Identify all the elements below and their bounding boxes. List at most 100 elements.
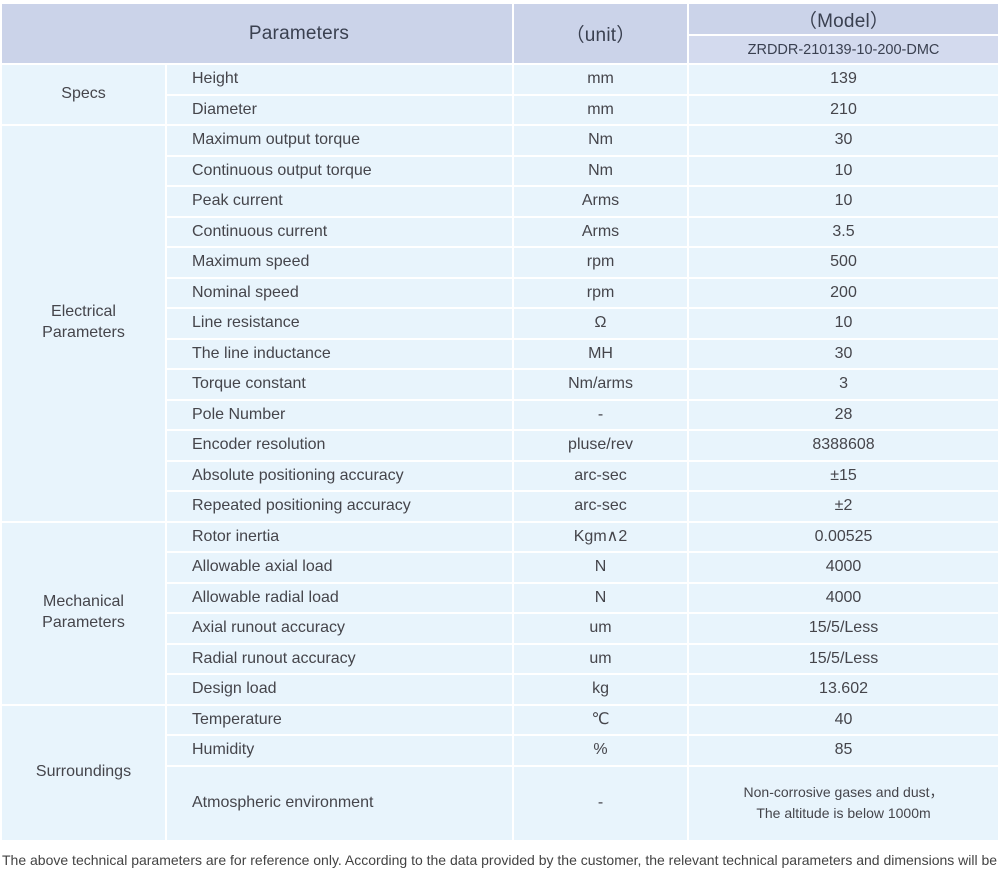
table-row: Allowable axial load N 4000 bbox=[2, 553, 999, 582]
param-cell: Line resistance bbox=[167, 309, 513, 338]
value-cell: ±15 bbox=[689, 461, 999, 490]
unit-cell: arc-sec bbox=[514, 461, 688, 490]
header-model-row: ZRDDR-210139-10-200-DMC bbox=[2, 36, 999, 63]
value-cell: 210 bbox=[689, 95, 999, 124]
param-cell: Allowable axial load bbox=[167, 553, 513, 582]
group-cell: Electrical Parameters bbox=[2, 126, 165, 521]
group-label: Surroundings bbox=[35, 763, 132, 781]
value-cell: 8388608 bbox=[689, 431, 999, 460]
unit-cell: Arms bbox=[514, 187, 688, 216]
param-cell: Continuous output torque bbox=[167, 156, 513, 185]
spec-table-header: Parameters （unit） （Model） ZRDDR-210139-1… bbox=[2, 4, 999, 63]
value-cell: 85 bbox=[689, 736, 999, 765]
group-label: Parameters bbox=[42, 614, 125, 631]
param-cell: Allowable radial load bbox=[167, 583, 513, 612]
value-cell: 0.00525 bbox=[689, 522, 999, 551]
table-row: Allowable radial load N 4000 bbox=[2, 583, 999, 612]
value-cell: 4000 bbox=[689, 553, 999, 582]
header-model-value: ZRDDR-210139-10-200-DMC bbox=[689, 36, 999, 63]
param-cell: Height bbox=[167, 65, 513, 94]
value-cell: 200 bbox=[689, 278, 999, 307]
param-cell: Diameter bbox=[167, 95, 513, 124]
group-cell: Mechanical Parameters bbox=[2, 522, 165, 704]
spec-sheet: Parameters （unit） （Model） ZRDDR-210139-1… bbox=[0, 2, 1000, 868]
unit-cell: % bbox=[514, 736, 688, 765]
unit-cell: rpm bbox=[514, 248, 688, 277]
table-row: Surroundings Temperature ℃ 40 bbox=[2, 705, 999, 840]
table-row: Atmospheric environment - Non-corrosive ga… bbox=[2, 766, 999, 840]
unit-cell: N bbox=[514, 583, 688, 612]
unit-cell: ℃ bbox=[514, 705, 688, 734]
unit-cell: kg bbox=[514, 675, 688, 704]
table-row: Electrical Parameters Maximum output torqu… bbox=[2, 126, 999, 521]
unit-cell: Kgm∧2 bbox=[514, 522, 688, 551]
param-cell: Rotor inertia bbox=[167, 522, 513, 551]
table-row: The line inductance MH 30 bbox=[2, 339, 999, 368]
unit-cell: - bbox=[514, 766, 688, 840]
value-cell: 10 bbox=[689, 156, 999, 185]
group-cell: Surroundings bbox=[2, 705, 165, 840]
header-unit: （unit） bbox=[514, 4, 688, 63]
header-model: （Model） bbox=[689, 4, 999, 34]
param-cell: Nominal speed bbox=[167, 278, 513, 307]
value-line: Non-corrosive gases and dust， bbox=[743, 784, 944, 800]
param-cell: Temperature bbox=[167, 705, 513, 734]
spec-table-body: Specs Height mm 139 Diameter mm 210 Electrical P… bbox=[2, 65, 999, 840]
value-line: The altitude is below 1000m bbox=[756, 805, 931, 821]
value-cell: 40 bbox=[689, 705, 999, 734]
table-row: Axial runout accuracy um 15/5/Less bbox=[2, 614, 999, 643]
group-label: Parameters bbox=[42, 324, 125, 342]
value-cell: 10 bbox=[689, 187, 999, 216]
table-row: Absolute positioning accuracy arc-sec ±15 bbox=[2, 461, 999, 490]
value-cell: 28 bbox=[689, 400, 999, 429]
group-label: Electrical bbox=[51, 303, 116, 321]
value-cell: 30 bbox=[689, 339, 999, 368]
unit-cell: N bbox=[514, 553, 688, 582]
group-cell: Specs bbox=[2, 65, 165, 124]
param-cell: Atmospheric environment bbox=[167, 766, 513, 840]
header-row: Parameters （unit） （Model） bbox=[2, 4, 999, 63]
unit-cell: Nm/arms bbox=[514, 370, 688, 399]
table-row: Mechanical Parameters Rotor inertia Kgm∧2 0.… bbox=[2, 522, 999, 704]
param-cell: Maximum speed bbox=[167, 248, 513, 277]
unit-cell: mm bbox=[514, 65, 688, 94]
unit-cell: - bbox=[514, 400, 688, 429]
unit-cell: pluse/rev bbox=[514, 431, 688, 460]
value-cell: 13.602 bbox=[689, 675, 999, 704]
unit-cell: um bbox=[514, 644, 688, 673]
unit-cell: Nm bbox=[514, 156, 688, 185]
param-cell: Encoder resolution bbox=[167, 431, 513, 460]
table-row: Peak current Arms 10 bbox=[2, 187, 999, 216]
value-cell: 500 bbox=[689, 248, 999, 277]
param-cell: Peak current bbox=[167, 187, 513, 216]
param-cell: Maximum output torque bbox=[167, 126, 513, 155]
value-cell: 15/5/Less bbox=[689, 614, 999, 643]
table-row: Radial runout accuracy um 15/5/Less bbox=[2, 644, 999, 673]
param-cell: Absolute positioning accuracy bbox=[167, 461, 513, 490]
table-row: Line resistance Ω 10 bbox=[2, 309, 999, 338]
group-label: Specs bbox=[61, 85, 106, 103]
unit-cell: mm bbox=[514, 95, 688, 124]
value-cell: 3 bbox=[689, 370, 999, 399]
unit-cell: um bbox=[514, 614, 688, 643]
unit-cell: Arms bbox=[514, 217, 688, 246]
value-cell: 10 bbox=[689, 309, 999, 338]
unit-cell: Nm bbox=[514, 126, 688, 155]
unit-cell: rpm bbox=[514, 278, 688, 307]
table-row: Torque constant Nm/arms 3 bbox=[2, 370, 999, 399]
value-cell: 15/5/Less bbox=[689, 644, 999, 673]
table-row: Continuous current Arms 3.5 bbox=[2, 217, 999, 246]
param-cell: Humidity bbox=[167, 736, 513, 765]
param-cell: Axial runout accuracy bbox=[167, 614, 513, 643]
param-cell: The line inductance bbox=[167, 339, 513, 368]
value-cell: Non-corrosive gases and dust， The altitud… bbox=[689, 766, 999, 840]
footnote: The above technical parameters are for r… bbox=[2, 851, 1000, 868]
table-row: Repeated positioning accuracy arc-sec ±2 bbox=[2, 492, 999, 521]
spec-table: Parameters （unit） （Model） ZRDDR-210139-1… bbox=[0, 2, 1000, 842]
param-cell: Repeated positioning accuracy bbox=[167, 492, 513, 521]
header-parameters: Parameters bbox=[2, 4, 513, 63]
table-row: Continuous output torque Nm 10 bbox=[2, 156, 999, 185]
table-row: Design load kg 13.602 bbox=[2, 675, 999, 704]
unit-cell: arc-sec bbox=[514, 492, 688, 521]
value-cell: 139 bbox=[689, 65, 999, 94]
